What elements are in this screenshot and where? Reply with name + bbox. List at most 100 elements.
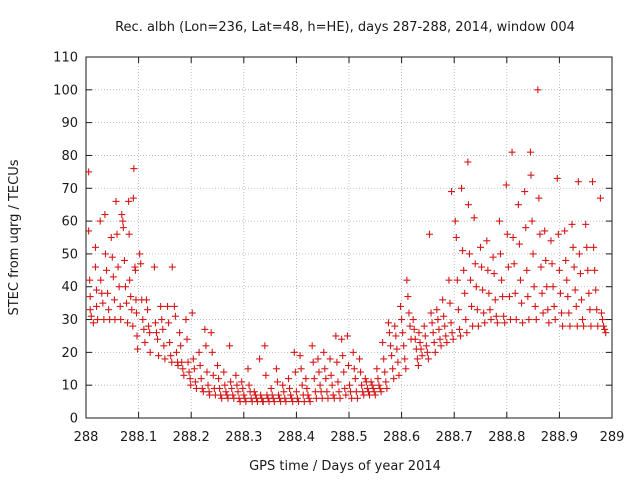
data-point xyxy=(126,276,134,284)
data-point xyxy=(91,263,99,271)
data-point xyxy=(268,391,276,399)
data-point xyxy=(140,325,148,333)
data-point xyxy=(532,316,540,324)
data-point xyxy=(207,329,215,337)
data-point xyxy=(568,220,576,228)
data-point xyxy=(158,316,166,324)
y-axis-label: STEC from uqrg / TECUs xyxy=(7,159,22,315)
data-point xyxy=(234,388,242,396)
data-point xyxy=(510,260,518,268)
data-point xyxy=(392,332,400,340)
data-point xyxy=(496,250,504,258)
data-point xyxy=(94,316,102,324)
data-point xyxy=(429,329,437,337)
data-point xyxy=(380,355,388,363)
data-point xyxy=(375,381,383,389)
data-point xyxy=(411,335,419,343)
data-point xyxy=(402,365,410,373)
data-point xyxy=(370,388,378,396)
data-point xyxy=(479,286,487,294)
y-axis-ticks: 0 10 20 30 40 50 60 70 80 90 100 110 xyxy=(53,51,612,427)
data-point xyxy=(190,365,198,373)
y-tick-label: 110 xyxy=(53,51,78,66)
data-point xyxy=(343,332,351,340)
data-point xyxy=(583,243,591,251)
data-point xyxy=(500,312,508,320)
data-point xyxy=(281,394,289,402)
chart-title: Rec. albh (Lon=236, Lat=48, h=HE), days … xyxy=(115,20,575,35)
data-point xyxy=(85,168,93,176)
data-point xyxy=(201,325,209,333)
data-point xyxy=(512,316,520,324)
data-point xyxy=(170,302,178,310)
data-point xyxy=(244,365,252,373)
data-point xyxy=(191,378,199,386)
data-point xyxy=(486,306,494,314)
data-point xyxy=(269,394,277,402)
data-point xyxy=(155,352,163,360)
data-point xyxy=(399,329,407,337)
data-point xyxy=(179,365,187,373)
data-point xyxy=(361,375,369,383)
data-point xyxy=(428,319,436,327)
data-point xyxy=(117,316,125,324)
data-point xyxy=(139,316,147,324)
data-point xyxy=(298,381,306,389)
data-point xyxy=(174,361,182,369)
data-point xyxy=(446,299,454,307)
data-point xyxy=(172,348,180,356)
data-point xyxy=(86,293,94,301)
data-point xyxy=(455,325,463,333)
data-point xyxy=(104,289,112,297)
data-point xyxy=(499,293,507,301)
data-point xyxy=(389,365,397,373)
data-point xyxy=(602,329,610,337)
data-point xyxy=(232,371,240,379)
data-point xyxy=(124,319,132,327)
x-tick-label: 288.2 xyxy=(173,430,210,445)
y-tick-label: 10 xyxy=(61,379,78,394)
data-point xyxy=(495,217,503,225)
data-point xyxy=(226,342,234,350)
data-point xyxy=(404,293,412,301)
data-point xyxy=(339,352,347,360)
data-point xyxy=(316,381,324,389)
data-point xyxy=(518,299,526,307)
data-point xyxy=(570,263,578,271)
data-point xyxy=(97,276,105,284)
x-tick-label: 288.1 xyxy=(120,430,157,445)
data-point xyxy=(434,316,442,324)
data-point xyxy=(416,339,424,347)
data-point xyxy=(86,276,94,284)
data-point xyxy=(305,394,313,402)
data-point xyxy=(146,329,154,337)
data-point xyxy=(229,391,237,399)
data-point xyxy=(545,319,553,327)
data-point xyxy=(593,306,601,314)
data-point xyxy=(303,384,311,392)
data-point xyxy=(393,345,401,353)
data-point xyxy=(302,375,310,383)
data-point xyxy=(125,230,133,238)
data-point xyxy=(245,381,253,389)
data-point xyxy=(292,388,300,396)
y-tick-label: 80 xyxy=(61,149,78,164)
data-point xyxy=(91,243,99,251)
data-point xyxy=(424,355,432,363)
data-point xyxy=(551,316,559,324)
data-point xyxy=(413,355,421,363)
data-point xyxy=(484,266,492,274)
data-point xyxy=(465,250,473,258)
data-point xyxy=(458,184,466,192)
data-point xyxy=(282,398,290,406)
data-point xyxy=(436,335,444,343)
data-point xyxy=(321,365,329,373)
data-point xyxy=(529,250,537,258)
data-point xyxy=(601,325,609,333)
data-point xyxy=(443,339,451,347)
data-point xyxy=(150,263,158,271)
data-point xyxy=(86,306,94,314)
data-point xyxy=(349,348,357,356)
data-point xyxy=(270,398,278,406)
data-point xyxy=(487,316,495,324)
